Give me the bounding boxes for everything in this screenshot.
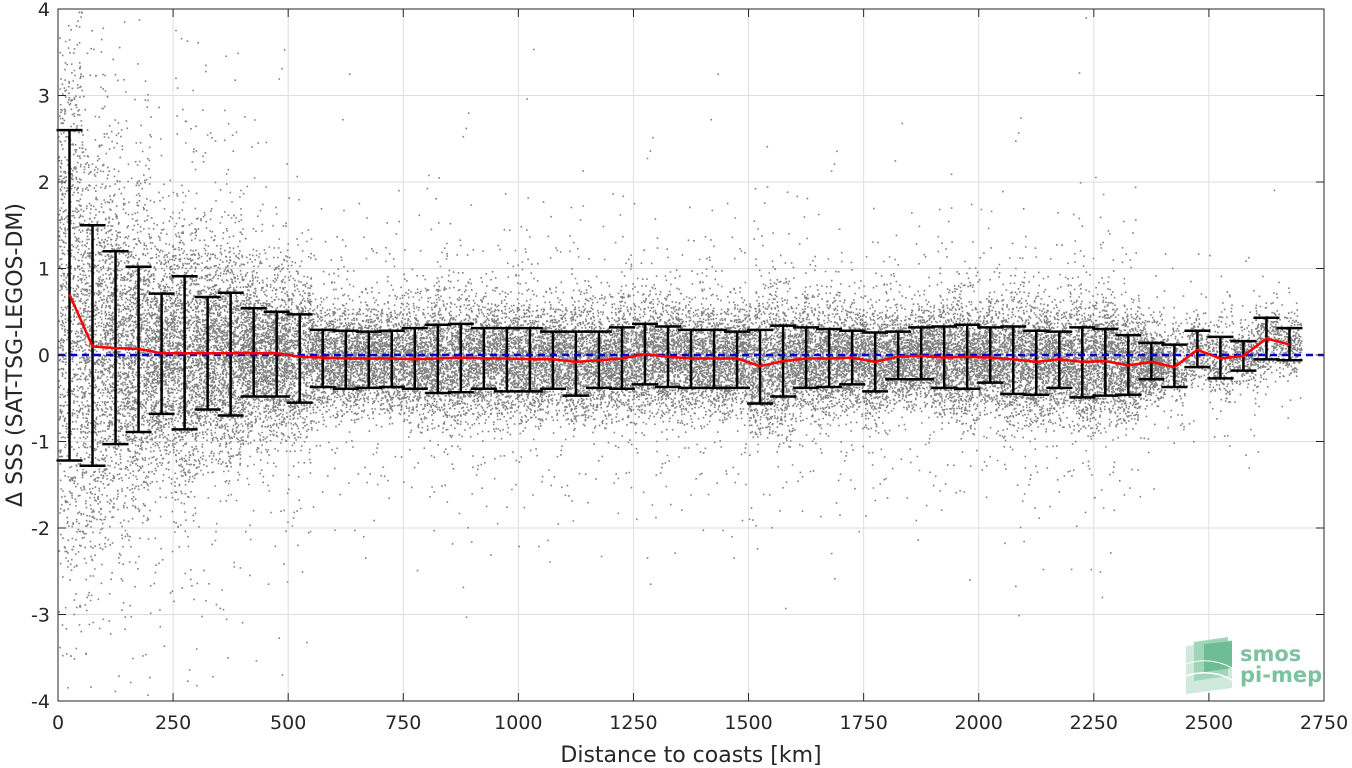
logo-waves-icon	[1185, 637, 1233, 694]
smos-pi-mep-logo: smos pi-mep	[1185, 637, 1322, 694]
x-tick-label: 0	[52, 712, 64, 734]
logo-line2: pi-mep	[1240, 663, 1322, 687]
x-tick-label: 2000	[955, 712, 1003, 734]
mean-line	[68, 293, 1290, 369]
x-tick-label: 2500	[1185, 712, 1233, 734]
logo-line1: smos	[1240, 642, 1301, 666]
error-bar	[562, 330, 589, 397]
y-tick-label: -1	[31, 432, 50, 454]
scatter-points	[58, 11, 1303, 696]
y-tick-label: -3	[31, 605, 50, 627]
error-bar	[355, 330, 382, 390]
error-bar	[493, 326, 520, 393]
y-tick-label: -2	[31, 518, 50, 540]
x-tick-label: 2250	[1070, 712, 1118, 734]
error-bar	[332, 329, 359, 390]
error-bar	[977, 326, 1004, 384]
error-bar	[286, 313, 313, 404]
y-axis-label: Δ SSS (SAT-TSG-LEGOS-DM)	[3, 203, 28, 507]
x-tick-label: 250	[155, 712, 191, 734]
y-ticks: -4 -3 -2 -1 0 1 2 3 4	[31, 0, 1324, 713]
x-tick-label: 1750	[839, 712, 887, 734]
y-tick-label: 3	[38, 86, 50, 108]
x-tick-label: 1500	[724, 712, 772, 734]
y-tick-label: 4	[38, 0, 50, 21]
y-tick-label: 2	[38, 172, 50, 194]
x-axis-label: Distance to coasts [km]	[560, 743, 821, 768]
y-tick-label: 0	[38, 345, 50, 367]
y-tick-label: -4	[31, 691, 50, 713]
mean-polyline	[68, 293, 1290, 369]
y-tick-label: 1	[38, 259, 50, 281]
x-tick-label: 1250	[609, 712, 657, 734]
x-tick-label: 500	[270, 712, 306, 734]
x-tick-label: 1000	[494, 712, 542, 734]
x-tick-label: 750	[385, 712, 421, 734]
error-bar	[908, 326, 935, 381]
x-tick-label: 2750	[1300, 712, 1348, 734]
scatter-dots	[58, 11, 1303, 696]
x-ticks: 0 250 500 750 1000 1250 1500 1750 2000 2250 2500 27…	[52, 9, 1348, 734]
